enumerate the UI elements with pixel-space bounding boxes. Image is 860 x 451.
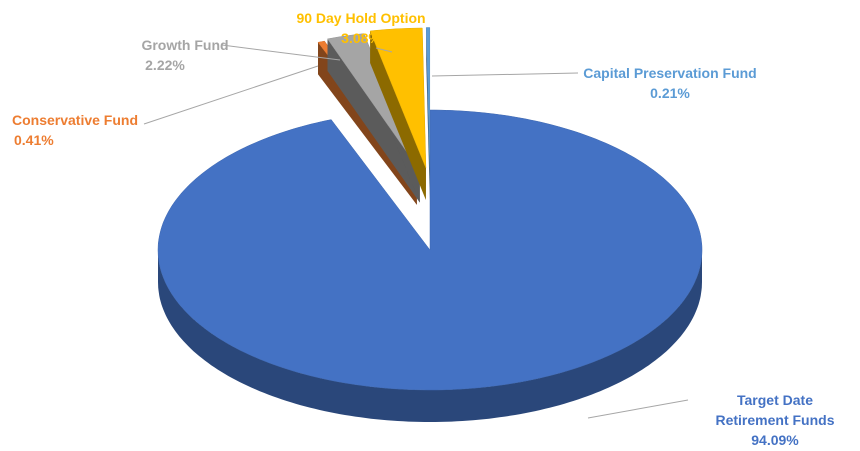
label-value: 3.08% <box>341 30 381 46</box>
label-name: Conservative Fund <box>11 112 139 128</box>
slice <box>425 27 431 168</box>
label-name: 90 Day Hold Option <box>296 10 426 26</box>
leader-line <box>431 72 579 77</box>
slice-label: Conservative Fund 0.41% <box>0 110 150 150</box>
slice-side <box>370 31 426 200</box>
label-value: 2.22% <box>145 57 185 73</box>
label-name: Growth Fund <box>141 37 229 53</box>
slice-label: Capital Preservation Fund 0.21% <box>570 63 770 103</box>
leader-line <box>587 399 689 419</box>
label-value: 0.21% <box>650 85 690 101</box>
slice-label: 90 Day Hold Option 3.08% <box>271 8 451 48</box>
slice-label: Growth Fund 2.22% <box>110 35 240 75</box>
leader-line <box>143 65 319 125</box>
slice <box>157 109 703 391</box>
leader-line <box>375 47 393 53</box>
label-value: 94.09% <box>751 432 799 448</box>
label-name: Target Date Retirement Funds <box>715 392 835 428</box>
slice <box>369 27 427 169</box>
label-name: Capital Preservation Fund <box>583 65 757 81</box>
slice-side <box>158 250 702 422</box>
leader-line <box>221 44 341 61</box>
slice-side <box>327 38 420 203</box>
slice-label: Target Date Retirement Funds 94.09% <box>680 390 860 450</box>
slice <box>327 33 421 171</box>
label-value: 0.41% <box>14 132 54 148</box>
